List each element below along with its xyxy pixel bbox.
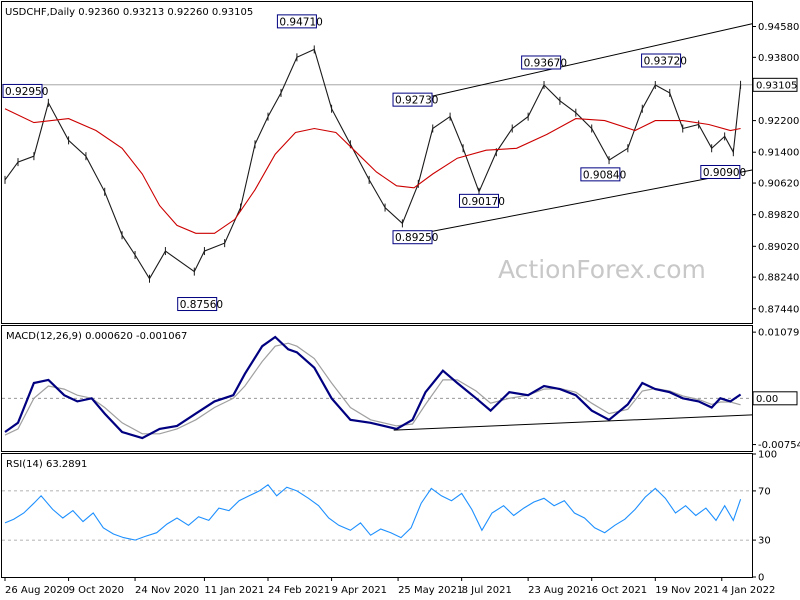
price-label: 0.92730	[395, 95, 438, 107]
macd-panel: 0.0107970.00-0.0075480.00	[2, 328, 800, 451]
y-tick-label: 0.91400	[758, 148, 799, 159]
x-tick-label: 4 Jan 2022	[722, 585, 776, 596]
macd-signal-line	[4, 342, 741, 436]
price-label-box	[521, 55, 562, 70]
x-tick-label: 11 Jan 2021	[204, 585, 264, 596]
x-tick-label: 26 Aug 2020	[5, 585, 69, 596]
price-label-box	[177, 297, 218, 312]
y-tick-label: 0.89020	[758, 242, 799, 253]
rsi-y-tick-label: 70	[758, 486, 771, 497]
y-tick-label: 0.94580	[758, 22, 799, 33]
y-tick-label: 0.88240	[758, 273, 799, 284]
rsi-title: RSI(14) 63.2891	[6, 459, 87, 470]
rsi-panel: 100 70 30 0	[2, 450, 777, 584]
channel-line	[409, 169, 753, 237]
price-label: 0.93670	[524, 57, 567, 69]
price-label: 0.90840	[583, 169, 626, 181]
price-label: 0.87560	[180, 299, 223, 311]
macd-current-tag: 0.00	[756, 394, 778, 405]
x-tick-label: 25 May 2021	[398, 585, 463, 596]
price-label-box	[580, 167, 621, 182]
y-tick-label: 0.87440	[758, 304, 799, 315]
y-tick-label: 0.93800	[758, 53, 799, 64]
price-line	[4, 48, 742, 280]
macd-trend-line	[393, 414, 753, 431]
price-label-box	[458, 193, 499, 208]
macd-panel-frame	[1, 325, 753, 452]
x-tick-label: 19 Nov 2021	[655, 585, 719, 596]
current-price-tag: 0.93105	[756, 80, 797, 91]
main-panel: 0.94580 0.93800 0.92200 0.91400 0.90620 0.898…	[2, 14, 799, 315]
watermark: ActionForex.com	[498, 255, 706, 284]
price-label-box	[700, 164, 741, 179]
x-tick-label: 9 Apr 2021	[332, 585, 387, 596]
rsi-y-tick-label: 30	[758, 536, 771, 547]
price-label: 0.90900	[703, 167, 746, 179]
x-axis: 26 Aug 2020 9 Oct 2020 24 Nov 2020 11 Jan 2…	[4, 577, 776, 596]
macd-line	[4, 335, 742, 440]
price-label-box	[641, 53, 682, 68]
y-tick-label: 0.89820	[758, 210, 799, 221]
macd-title: MACD(12,26,9) 0.000620 -0.001067	[6, 331, 187, 342]
current-price-tag-box	[752, 77, 798, 92]
price-label: 0.92950	[5, 86, 48, 98]
price-label: 0.90170	[461, 196, 504, 208]
x-tick-label: 24 Feb 2021	[268, 585, 330, 596]
macd-current-tag-box	[752, 391, 798, 406]
macd-y-tick-label: -0.007548	[758, 440, 800, 451]
rsi-y-tick-label: 0	[758, 573, 764, 584]
x-tick-label: 9 Oct 2020	[69, 585, 124, 596]
price-label-box	[392, 92, 433, 107]
x-tick-label: 24 Nov 2020	[135, 585, 199, 596]
rsi-panel-frame	[1, 453, 753, 578]
price-label: 0.93720	[644, 56, 687, 68]
main-title: USDCHF,Daily 0.92360 0.93213 0.92260 0.9…	[5, 7, 253, 18]
y-tick-label: 0.92200	[758, 116, 799, 127]
price-label: 0.89250	[395, 232, 438, 244]
x-tick-label: 23 Aug 2021	[528, 585, 592, 596]
x-tick-label: 8 Jul 2021	[462, 585, 512, 596]
price-label-box	[392, 230, 433, 245]
channel-line	[409, 23, 753, 102]
rsi-line	[4, 484, 742, 541]
main-panel-frame	[1, 1, 753, 324]
y-tick-label: 0.90620	[758, 179, 799, 190]
price-label: 0.94710	[279, 16, 322, 28]
price-label-box	[2, 83, 43, 98]
rsi-y-tick-label: 100	[758, 450, 777, 461]
moving-average-line	[4, 108, 741, 234]
price-label-box	[276, 14, 317, 29]
macd-y-tick-label: 0.010797	[758, 328, 800, 339]
x-tick-label: 6 Oct 2021	[592, 585, 647, 596]
